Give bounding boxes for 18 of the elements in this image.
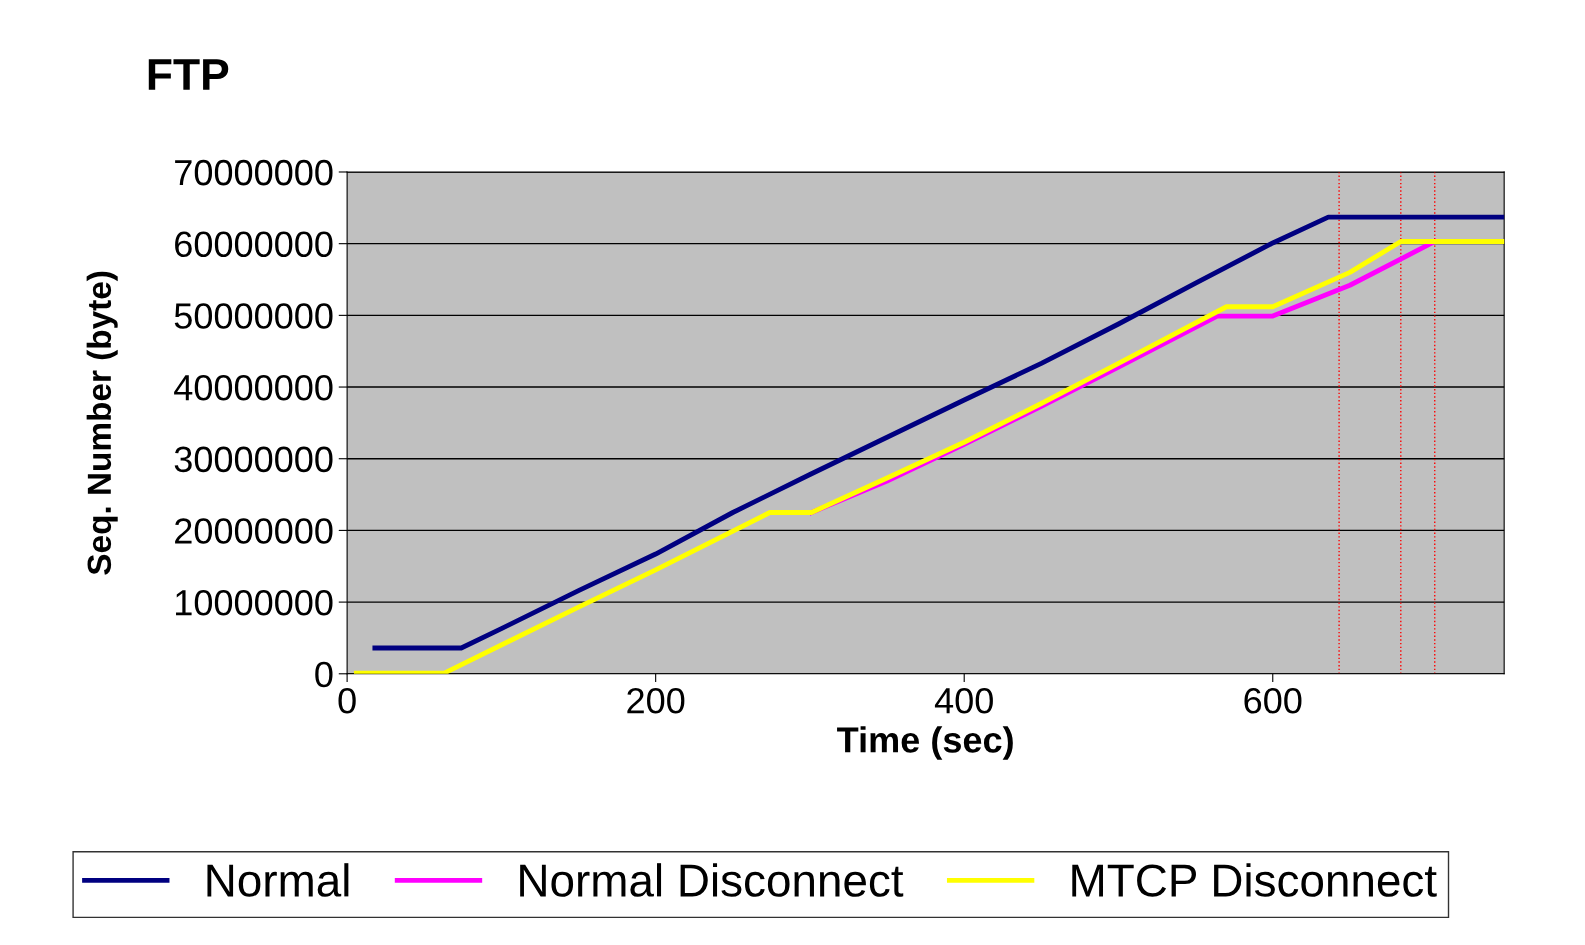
y-tick-label: 70000000	[175, 159, 333, 186]
x-tick-label: 400	[934, 687, 993, 714]
legend-label: Normal	[207, 863, 349, 897]
y-tick-label: 30000000	[174, 446, 333, 473]
y-tick-label: 0	[315, 661, 333, 688]
legend-label: MTCP Disconnect	[1072, 863, 1437, 897]
y-axis-title: Seq. Number (byte)	[86, 271, 118, 575]
chart-title: FTP	[148, 59, 229, 90]
x-tick-label: 0	[338, 687, 356, 714]
y-tick-label: 60000000	[175, 231, 333, 258]
y-tick-label: 50000000	[174, 303, 333, 329]
y-tick-label: 10000000	[176, 589, 333, 616]
y-tick-label: 20000000	[175, 518, 333, 544]
x-tick-label: 200	[627, 687, 685, 714]
legend-label: Normal Disconnect	[520, 863, 904, 897]
x-tick-label: 600	[1244, 687, 1302, 714]
y-tick-label: 40000000	[174, 374, 333, 401]
x-axis-title: Time (sec)	[837, 726, 1013, 760]
